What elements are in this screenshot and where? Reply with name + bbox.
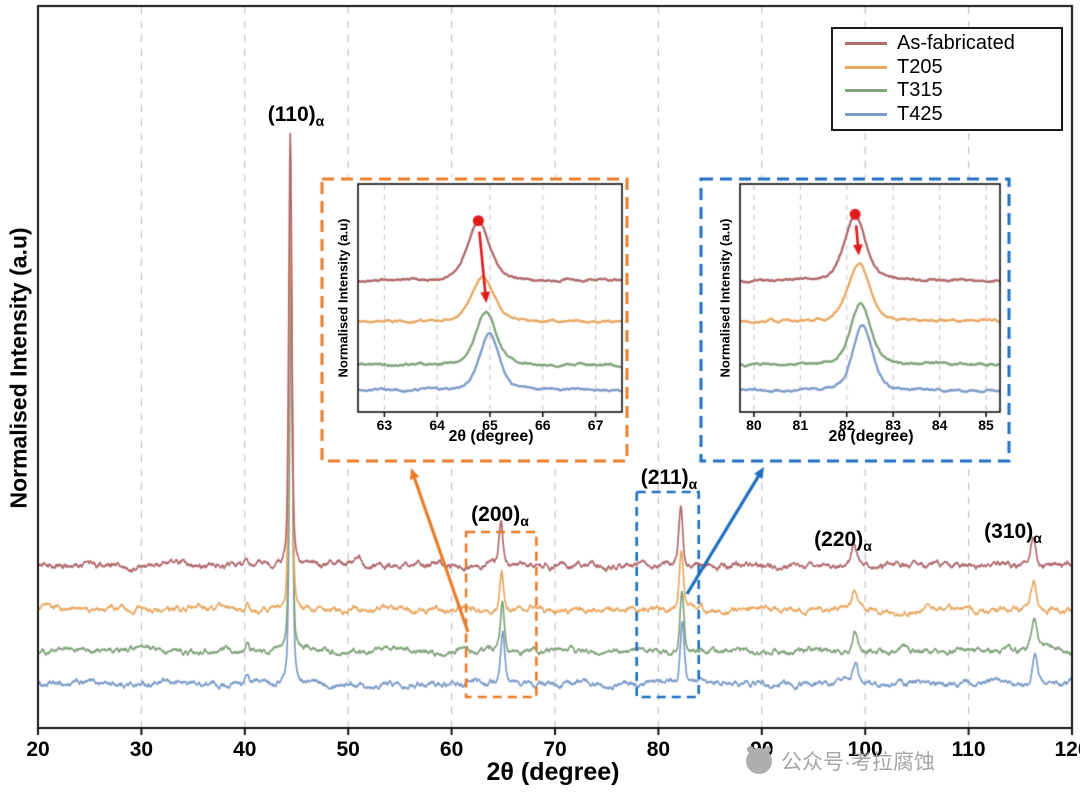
legend-item-as-fabricated: As-fabricated <box>845 32 1061 55</box>
x-tick-label: 80 <box>646 738 671 761</box>
legend-label: T205 <box>897 55 943 78</box>
legend-item-t425: T425 <box>845 103 1061 126</box>
inset-x-tick-label: 82 <box>838 417 855 433</box>
inset-x-tick-label: 84 <box>931 417 948 433</box>
legend-item-t315: T315 <box>845 79 1061 102</box>
x-tick-label: 30 <box>129 738 154 761</box>
inset-x-tick-label: 85 <box>978 417 994 433</box>
legend-label: T425 <box>897 102 943 125</box>
inset-x-tick-label: 80 <box>746 417 762 433</box>
x-tick-label: 110 <box>951 738 986 761</box>
inset2-y-axis-title: Normalised Intensity (a.u) <box>717 218 733 378</box>
inset-x-tick-label: 65 <box>482 417 498 433</box>
inset-x-tick-label: 64 <box>429 417 445 433</box>
inset-x-tick-label: 66 <box>535 417 551 433</box>
legend-line-swatch <box>845 42 887 46</box>
x-tick-label: 50 <box>336 738 360 761</box>
legend-line-swatch <box>845 89 887 93</box>
watermark-text: 公众号·考拉腐蚀 <box>781 751 935 774</box>
x-tick-label: 100 <box>847 738 883 761</box>
legend-label: T315 <box>897 79 943 102</box>
inset1-x-axis-title: 2θ (degree) <box>448 428 534 445</box>
legend: As-fabricated T205 T315 T425 <box>831 27 1063 131</box>
peak-label-200: (200)α <box>471 503 529 530</box>
x-tick-label: 20 <box>26 738 50 761</box>
x-tick-label: 70 <box>543 738 567 761</box>
legend-item-t205: T205 <box>845 56 1061 79</box>
legend-line-swatch <box>845 112 887 116</box>
watermark-logo-icon <box>746 746 772 774</box>
legend-line-swatch <box>845 65 887 69</box>
peak-label-220: (220)α <box>814 528 872 555</box>
peak-label-110: (110)α <box>267 103 325 130</box>
x-tick-label: 120 <box>1054 738 1080 761</box>
inset-x-tick-label: 63 <box>376 417 393 433</box>
inset1-y-axis-title: Normalised Intensity (a.u) <box>335 218 351 378</box>
watermark: 公众号·考拉腐蚀 <box>746 746 935 776</box>
inset-x-tick-label: 81 <box>792 417 809 433</box>
x-axis-title: 2θ (degree) <box>486 758 620 786</box>
y-axis-title: Normalised Intensity (a.u) <box>5 227 32 509</box>
x-tick-label: 60 <box>439 738 464 761</box>
inset2-x-axis-title: 2θ (degree) <box>828 428 914 445</box>
legend-label: As-fabricated <box>897 32 1015 55</box>
peak-label-310: (310)α <box>984 520 1042 547</box>
x-tick-label: 40 <box>233 738 257 761</box>
inset-x-tick-label: 67 <box>587 417 604 433</box>
inset-x-tick-label: 83 <box>885 417 901 433</box>
peak-label-211: (211)α <box>640 466 698 493</box>
